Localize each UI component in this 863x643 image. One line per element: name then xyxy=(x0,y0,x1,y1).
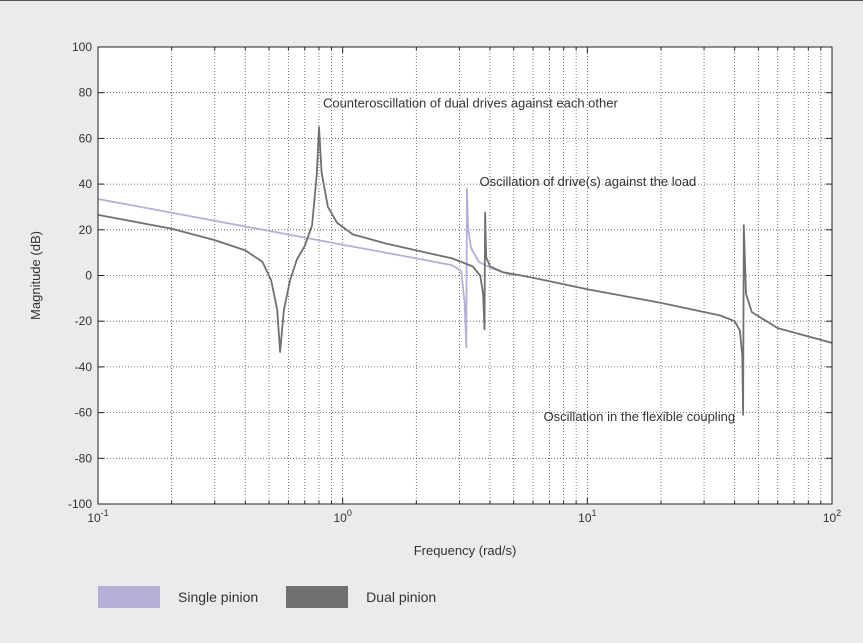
x-tick-label: 101 xyxy=(578,508,596,525)
y-tick-label: 0 xyxy=(85,269,92,283)
y-tick-label: 40 xyxy=(79,177,93,191)
plot-series xyxy=(97,126,833,416)
legend-item-dual-pinion: Dual pinion xyxy=(286,586,436,608)
annotation-label: Oscillation of drive(s) against the load xyxy=(480,174,697,189)
y-tick-label: 20 xyxy=(79,223,93,237)
x-tick-label: 102 xyxy=(823,508,841,525)
legend-item-single-pinion: Single pinion xyxy=(98,586,258,608)
y-tick-label: -60 xyxy=(75,406,93,420)
x-tick-label: 100 xyxy=(333,508,351,525)
annotations: Counteroscillation of dual drives agains… xyxy=(323,96,735,425)
y-axis-title: Magnitude (dB) xyxy=(28,231,43,320)
legend-swatch-dual-pinion xyxy=(286,586,349,608)
legend-label-single-pinion: Single pinion xyxy=(178,589,259,605)
y-tick-label: 80 xyxy=(79,86,93,100)
legend-swatch-single-pinion xyxy=(98,586,160,608)
y-tick-label: -80 xyxy=(75,451,93,465)
legend: Single pinion Dual pinion xyxy=(98,585,464,609)
grid xyxy=(98,47,832,504)
y-tick-label: -40 xyxy=(75,360,93,374)
annotation-label: Oscillation in the flexible coupling xyxy=(544,409,736,424)
y-tick-label: -20 xyxy=(75,314,93,328)
x-axis-title: Frequency (rad/s) xyxy=(414,543,517,558)
legend-label-dual-pinion: Dual pinion xyxy=(366,589,437,605)
annotation-label: Counteroscillation of dual drives agains… xyxy=(323,96,619,111)
y-tick-label: 100 xyxy=(72,40,92,54)
x-tick-label: 10-1 xyxy=(87,508,108,525)
series-line-dual-pinion xyxy=(97,126,833,416)
y-tick-label: 60 xyxy=(79,131,93,145)
y-tick-label: -100 xyxy=(68,497,92,511)
